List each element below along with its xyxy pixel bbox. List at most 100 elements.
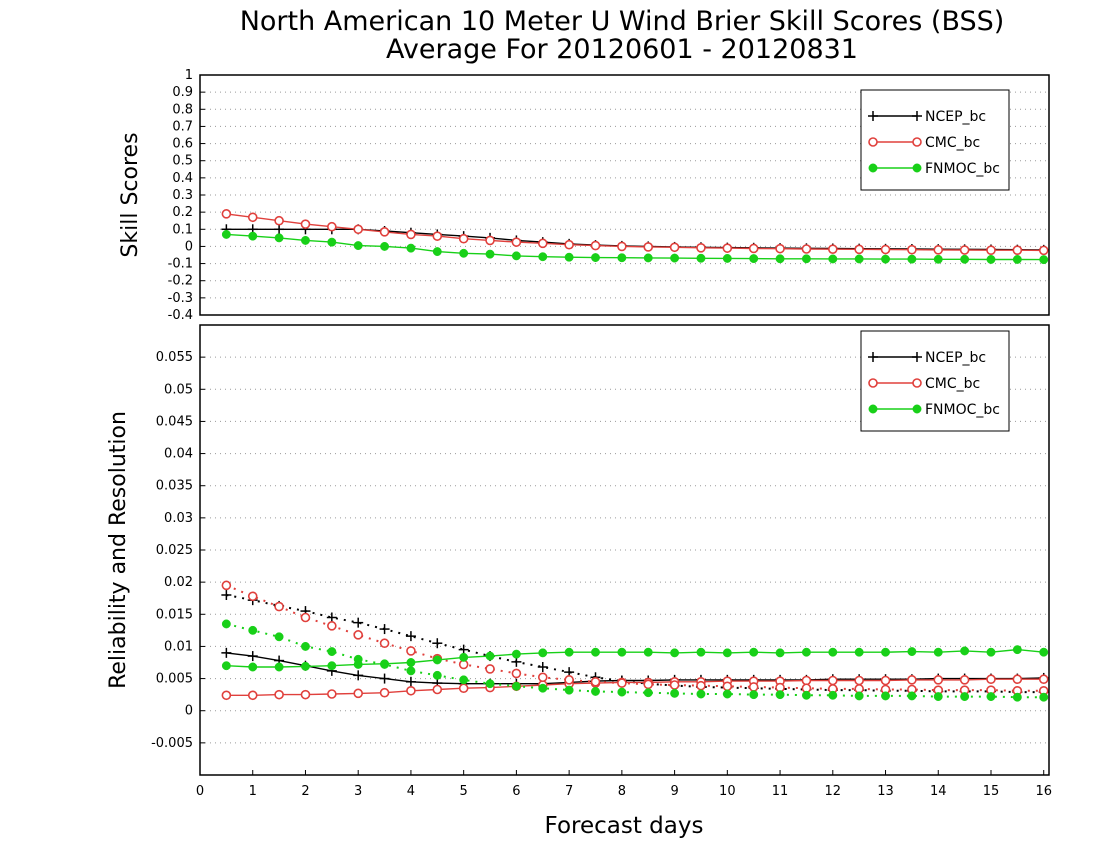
reliability-resolution-cmc-bc-reliability-point xyxy=(933,675,944,685)
skill-scores-cmc-bc-point xyxy=(775,243,785,254)
skill-scores-cmc-bc-point xyxy=(406,229,416,240)
reliability-resolution-fnmoc-bc-reliability-point xyxy=(854,647,864,657)
reliability-resolution-fnmoc-bc-resolution-point xyxy=(485,679,495,689)
skill-scores-panel: -0.4 -0.3 -0.2 -0.1 0 0.1 0.2 0.3 0.4 0.5 0.6 0.7 0.… xyxy=(118,68,1050,323)
x-tick-label: 2 xyxy=(301,784,309,799)
reliability-resolution-cmc-bc-reliability-point xyxy=(907,675,917,685)
x-tick-label: 13 xyxy=(877,784,894,799)
reliability-resolution-series xyxy=(221,580,1049,702)
reliability-resolution-fnmoc-bc-resolution-point xyxy=(801,690,811,700)
reliability-resolution-cmc-bc-resolution-line xyxy=(226,584,1044,692)
reliability-resolution-fnmoc-bc-reliability-point xyxy=(749,647,759,657)
reliability-resolution-fnmoc-bc-resolution-point xyxy=(828,690,838,700)
skill-scores-fnmoc-bc-point xyxy=(1012,255,1022,264)
reliability-resolution-fnmoc-bc-resolution-point xyxy=(775,690,785,700)
reliability-resolution-fnmoc-bc-reliability-point xyxy=(722,648,732,658)
x-tick-label: 3 xyxy=(354,784,362,799)
skill-scores-cmc-bc-point xyxy=(564,239,574,250)
skill-scores-fnmoc-bc-point xyxy=(722,253,732,263)
reliability-resolution-fnmoc-bc-reliability-point xyxy=(485,651,495,661)
reliability-resolution-cmc-bc-resolution-point xyxy=(617,678,627,688)
reliability-resolution-fnmoc-bc-reliability-point xyxy=(221,661,231,671)
skill-scores-cmc-bc-point xyxy=(274,215,284,226)
skill-scores-fnmoc-bc-point xyxy=(248,231,258,241)
skill-scores-y-tick-label: 1 xyxy=(185,68,193,83)
skill-scores-cmc-bc-point xyxy=(722,243,733,253)
skill-scores-legend-fnmoc-bc-marker xyxy=(912,163,922,173)
reliability-resolution-fnmoc-bc-reliability-point xyxy=(828,647,838,657)
x-tick-label: 5 xyxy=(460,784,468,799)
reliability-resolution-legend-cmc-bc-marker xyxy=(912,378,922,388)
reliability-resolution-y-tick-label: 0.03 xyxy=(164,511,193,526)
reliability-resolution-cmc-bc-reliability-point xyxy=(854,675,864,686)
reliability-resolution-fnmoc-bc-reliability-point xyxy=(960,646,970,656)
reliability-resolution-cmc-bc-resolution-point xyxy=(590,676,601,687)
skill-scores-y-tick-label: 0.4 xyxy=(172,171,193,186)
reliability-resolution-fnmoc-bc-resolution-point xyxy=(617,687,627,697)
reliability-resolution-cmc-bc-reliability-point xyxy=(1012,674,1023,685)
reliability-resolution-cmc-bc-resolution-point xyxy=(537,672,548,683)
skill-scores-y-tick-label: 0.3 xyxy=(172,188,193,203)
skill-scores-cmc-bc-point xyxy=(880,244,891,255)
reliability-resolution-legend-fnmoc-bc-label: FNMOC_bc xyxy=(925,402,1000,418)
skill-scores-fnmoc-bc-point xyxy=(617,253,627,263)
skill-scores-fnmoc-bc-point xyxy=(327,237,337,247)
reliability-resolution-y-tick-label: 0.035 xyxy=(156,479,193,494)
reliability-resolution-fnmoc-bc-resolution-point xyxy=(696,689,706,699)
reliability-resolution-fnmoc-bc-resolution-point xyxy=(907,691,917,701)
skill-scores-fnmoc-bc-point xyxy=(564,252,574,262)
skill-scores-fnmoc-bc-point xyxy=(828,254,838,264)
skill-scores-cmc-bc-point xyxy=(669,242,680,253)
skill-scores-cmc-bc-point xyxy=(696,243,706,253)
x-tick-label: 6 xyxy=(512,784,520,799)
skill-scores-series xyxy=(221,209,1049,265)
reliability-resolution-fnmoc-bc-reliability-point xyxy=(933,647,943,657)
reliability-resolution-fnmoc-bc-reliability-line xyxy=(226,648,1044,668)
skill-scores-legend-box xyxy=(860,89,1010,191)
reliability-resolution-cmc-bc-reliability-point xyxy=(801,675,812,686)
skill-scores-cmc-bc-point xyxy=(379,227,390,237)
skill-scores-cmc-bc-point xyxy=(933,245,944,255)
reliability-resolution-fnmoc-bc-resolution-point xyxy=(538,683,548,693)
reliability-resolution-legend: NCEP_bc CMC_bc FNMOC_bc xyxy=(860,330,1010,432)
x-tick-label: 9 xyxy=(670,784,678,799)
reliability-resolution-cmc-bc-resolution-point xyxy=(406,646,416,656)
reliability-resolution-fnmoc-bc-reliability-point xyxy=(538,648,548,658)
skill-scores-legend-ncep-bc-marker xyxy=(912,111,922,121)
skill-scores-cmc-bc-point xyxy=(748,243,759,254)
skill-scores-fnmoc-bc-point xyxy=(1039,255,1049,265)
x-axis-ticks: 0 1 2 3 4 5 6 7 8 9 10 11 12 13 14 15 16 xyxy=(196,770,1052,799)
x-tick-label: 1 xyxy=(249,784,257,799)
reliability-resolution-cmc-bc-resolution-point xyxy=(485,664,495,674)
skill-scores-fnmoc-bc-point xyxy=(960,254,970,264)
reliability-resolution-fnmoc-bc-reliability-point xyxy=(617,647,627,657)
skill-scores-y-tick-label: 0.1 xyxy=(172,222,193,237)
x-tick-label: 8 xyxy=(618,784,626,799)
reliability-resolution-fnmoc-bc-reliability-point xyxy=(1012,645,1022,655)
reliability-resolution-fnmoc-bc-resolution-point xyxy=(670,688,680,698)
skill-scores-fnmoc-bc-point xyxy=(538,252,548,262)
reliability-resolution-legend-fnmoc-bc-marker xyxy=(868,404,878,414)
skill-scores-legend-fnmoc-bc-marker xyxy=(868,163,878,173)
skill-scores-fnmoc-bc-point xyxy=(511,251,521,261)
reliability-resolution-ncep-bc-reliability-point xyxy=(379,673,390,684)
reliability-resolution-cmc-bc-reliability-point xyxy=(274,689,284,700)
skill-scores-cmc-bc-point xyxy=(327,221,337,232)
reliability-resolution-fnmoc-bc-reliability-point xyxy=(591,647,600,657)
reliability-resolution-fnmoc-bc-resolution-point xyxy=(986,692,996,702)
x-tick-label: 11 xyxy=(772,784,789,799)
reliability-resolution-y-tick-label: -0.005 xyxy=(151,736,193,751)
reliability-resolution-cmc-bc-reliability-point xyxy=(986,674,996,685)
reliability-resolution-ncep-bc-resolution-point xyxy=(221,590,232,600)
reliability-resolution-cmc-bc-resolution-point xyxy=(247,591,258,602)
skill-scores-cmc-bc-point xyxy=(432,231,443,241)
skill-scores-cmc-bc-point xyxy=(827,244,838,254)
reliability-resolution-y-tick-label: 0.05 xyxy=(164,382,193,397)
skill-scores-fnmoc-bc-point xyxy=(485,249,495,259)
skill-scores-y-tick-label: 0.5 xyxy=(172,154,193,169)
reliability-resolution-fnmoc-bc-reliability-point xyxy=(1039,647,1049,657)
reliability-resolution-ncep-bc-resolution-point xyxy=(326,612,337,623)
reliability-resolution-cmc-bc-resolution-point xyxy=(353,630,363,640)
reliability-resolution-fnmoc-bc-reliability-point xyxy=(511,649,521,659)
